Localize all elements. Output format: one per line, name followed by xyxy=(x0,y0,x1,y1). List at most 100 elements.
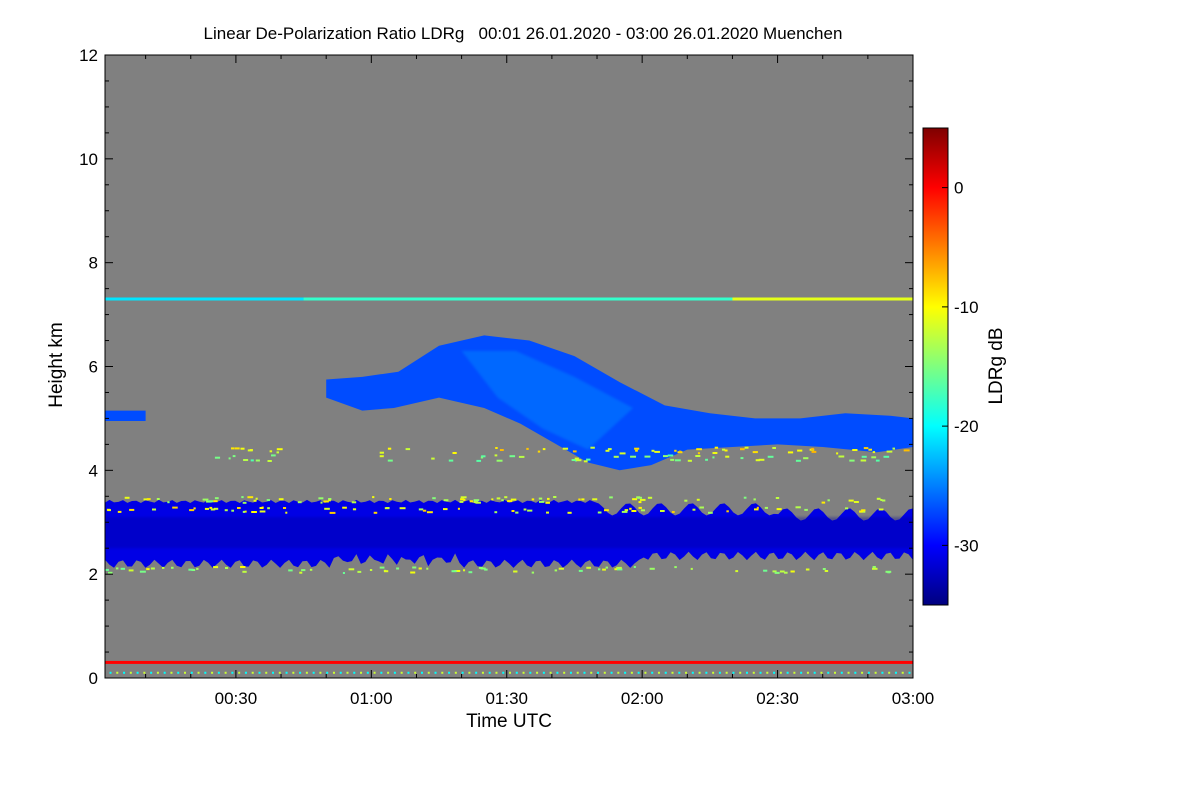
speckle xyxy=(859,510,863,513)
speckle xyxy=(836,452,839,455)
ground-speckle xyxy=(569,671,572,674)
speckle xyxy=(480,567,486,570)
speckle xyxy=(546,511,549,514)
speckle xyxy=(475,501,481,504)
speckle xyxy=(887,571,891,574)
ground-speckle xyxy=(847,671,850,674)
ground-speckle xyxy=(509,671,511,674)
speckle xyxy=(538,497,543,500)
ground-speckle xyxy=(258,671,261,674)
speckle xyxy=(476,459,482,462)
speckle xyxy=(357,570,362,573)
y-tick-label: 4 xyxy=(89,461,98,480)
speckle xyxy=(379,451,384,454)
ground-speckle xyxy=(346,671,349,674)
speckle xyxy=(586,458,591,461)
speckle xyxy=(654,450,660,453)
speckle xyxy=(754,508,759,511)
speckle xyxy=(690,567,693,570)
ground-speckle xyxy=(800,671,803,674)
speckle xyxy=(387,447,392,450)
speckle xyxy=(504,496,508,499)
speckle xyxy=(726,510,729,513)
ground-speckle xyxy=(251,671,254,674)
ground-speckle xyxy=(888,671,891,674)
speckle xyxy=(255,497,258,500)
speckle xyxy=(722,448,726,451)
speckle xyxy=(602,568,606,571)
speckle xyxy=(740,457,744,460)
ground-speckle xyxy=(522,671,525,674)
speckle xyxy=(776,508,782,511)
speckle xyxy=(469,500,474,503)
speckle xyxy=(496,459,503,462)
ground-speckle xyxy=(779,671,782,674)
ground-speckle xyxy=(881,671,884,674)
speckle xyxy=(250,459,254,462)
speckle xyxy=(108,571,113,574)
y-tick-label: 10 xyxy=(79,150,98,169)
speckle xyxy=(320,501,323,504)
speckle xyxy=(207,500,214,503)
speckle xyxy=(389,498,392,500)
speckle xyxy=(139,570,146,573)
speckle xyxy=(143,498,149,501)
speckle xyxy=(725,455,730,458)
ground-speckle xyxy=(360,671,363,674)
speckle xyxy=(342,572,345,574)
speckle xyxy=(379,566,385,569)
ground-speckle xyxy=(671,671,674,674)
speckle xyxy=(697,452,701,455)
ground-speckle xyxy=(739,671,742,674)
speckle xyxy=(714,446,719,449)
speckle xyxy=(124,496,130,499)
ground-speckle xyxy=(373,671,376,674)
ground-speckle xyxy=(556,671,559,674)
speckle xyxy=(228,457,231,460)
speckle xyxy=(592,498,598,501)
ground-speckle xyxy=(387,671,390,674)
ground-speckle xyxy=(657,671,660,674)
x-tick-label: 00:30 xyxy=(215,689,258,708)
speckle xyxy=(251,511,257,513)
speckle xyxy=(162,566,165,569)
speckle xyxy=(501,499,504,502)
speckle xyxy=(494,511,498,514)
speckle xyxy=(578,498,581,501)
lower-cloud-core xyxy=(105,517,913,549)
speckle xyxy=(614,568,618,571)
speckle xyxy=(418,508,424,511)
ground-speckle xyxy=(150,671,153,674)
speckle xyxy=(352,508,357,511)
speckle xyxy=(547,497,550,500)
ground-speckle xyxy=(312,671,315,674)
speckle xyxy=(172,506,178,509)
speckle xyxy=(247,449,253,452)
speckle xyxy=(443,508,448,511)
ground-speckle xyxy=(265,671,268,674)
speckle xyxy=(495,447,498,449)
speckle xyxy=(373,511,378,514)
speckle xyxy=(640,509,645,512)
ground-speckle xyxy=(549,671,552,674)
speckle xyxy=(283,507,287,509)
speckle xyxy=(225,567,229,569)
ground-speckle xyxy=(644,671,647,674)
speckle xyxy=(583,460,588,463)
speckle xyxy=(129,508,135,511)
ground-speckle xyxy=(861,671,864,674)
speckle xyxy=(526,447,529,450)
ground-speckle xyxy=(786,671,789,674)
speckle xyxy=(772,570,777,573)
ground-speckle xyxy=(238,671,241,674)
speckle xyxy=(189,509,195,512)
ground-speckle xyxy=(285,671,288,674)
speckle xyxy=(214,456,221,459)
speckle xyxy=(240,566,246,568)
speckle xyxy=(567,511,572,514)
ground-speckle xyxy=(475,671,478,674)
speckle xyxy=(849,459,855,462)
speckle xyxy=(196,567,199,570)
speckle xyxy=(824,570,829,572)
speckle xyxy=(787,451,794,454)
